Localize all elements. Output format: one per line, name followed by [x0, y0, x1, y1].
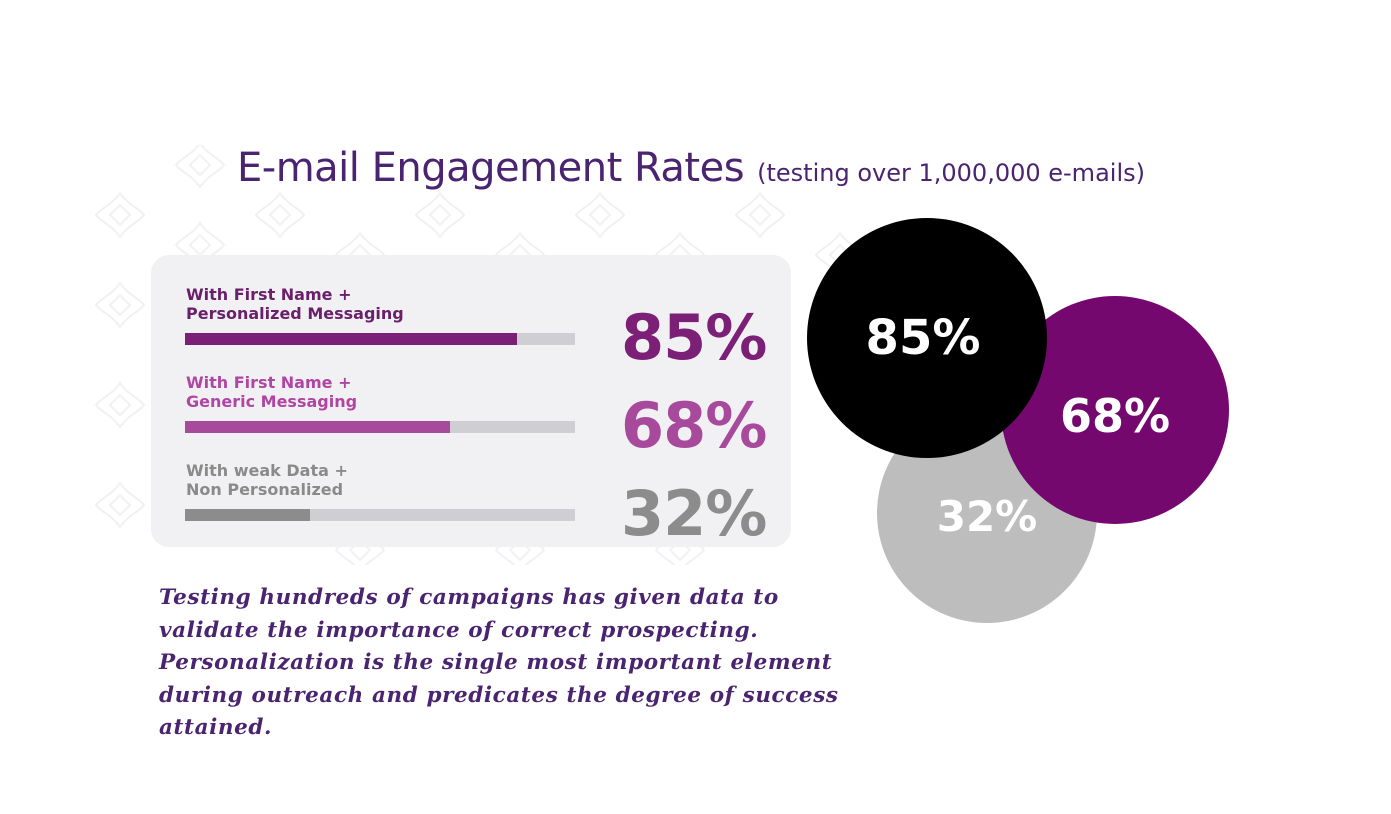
bar-label-line: Personalized Messaging	[186, 304, 404, 323]
chart-title: E-mail Engagement Rates (testing over 1,…	[237, 145, 1145, 191]
bar-label-line: With First Name +	[186, 373, 352, 392]
bar-track	[185, 421, 575, 433]
bar-fill	[185, 509, 310, 521]
title-main: E-mail Engagement Rates	[237, 145, 745, 191]
bar-row: With First Name + Generic Messaging 68%	[151, 373, 791, 459]
bar-panel: With First Name + Personalized Messaging…	[151, 255, 791, 547]
bar-value-label: 68%	[621, 389, 767, 462]
bar-label-line: With First Name +	[186, 285, 352, 304]
bar-value-label: 32%	[621, 477, 767, 550]
bubble-85: 85%	[807, 218, 1047, 458]
bar-row: With First Name + Personalized Messaging…	[151, 285, 791, 371]
bar-fill	[185, 421, 451, 433]
bar-label: With weak Data + Non Personalized	[186, 461, 486, 499]
bar-label-line: With weak Data +	[186, 461, 348, 480]
bar-value-label: 85%	[621, 301, 767, 374]
bar-row: With weak Data + Non Personalized 32%	[151, 461, 791, 547]
bar-track	[185, 509, 575, 521]
bar-label-line: Non Personalized	[186, 480, 344, 499]
bar-track	[185, 333, 575, 345]
bar-label-line: Generic Messaging	[186, 392, 358, 411]
bar-label: With First Name + Personalized Messaging	[186, 285, 486, 323]
bar-fill	[185, 333, 517, 345]
footnote-text: Testing hundreds of campaigns has given …	[159, 585, 839, 740]
title-subtitle: (testing over 1,000,000 e-mails)	[757, 159, 1145, 187]
bar-label: With First Name + Generic Messaging	[186, 373, 486, 411]
